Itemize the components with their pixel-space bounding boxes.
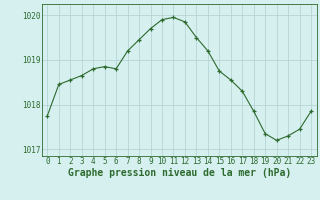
- X-axis label: Graphe pression niveau de la mer (hPa): Graphe pression niveau de la mer (hPa): [68, 168, 291, 178]
